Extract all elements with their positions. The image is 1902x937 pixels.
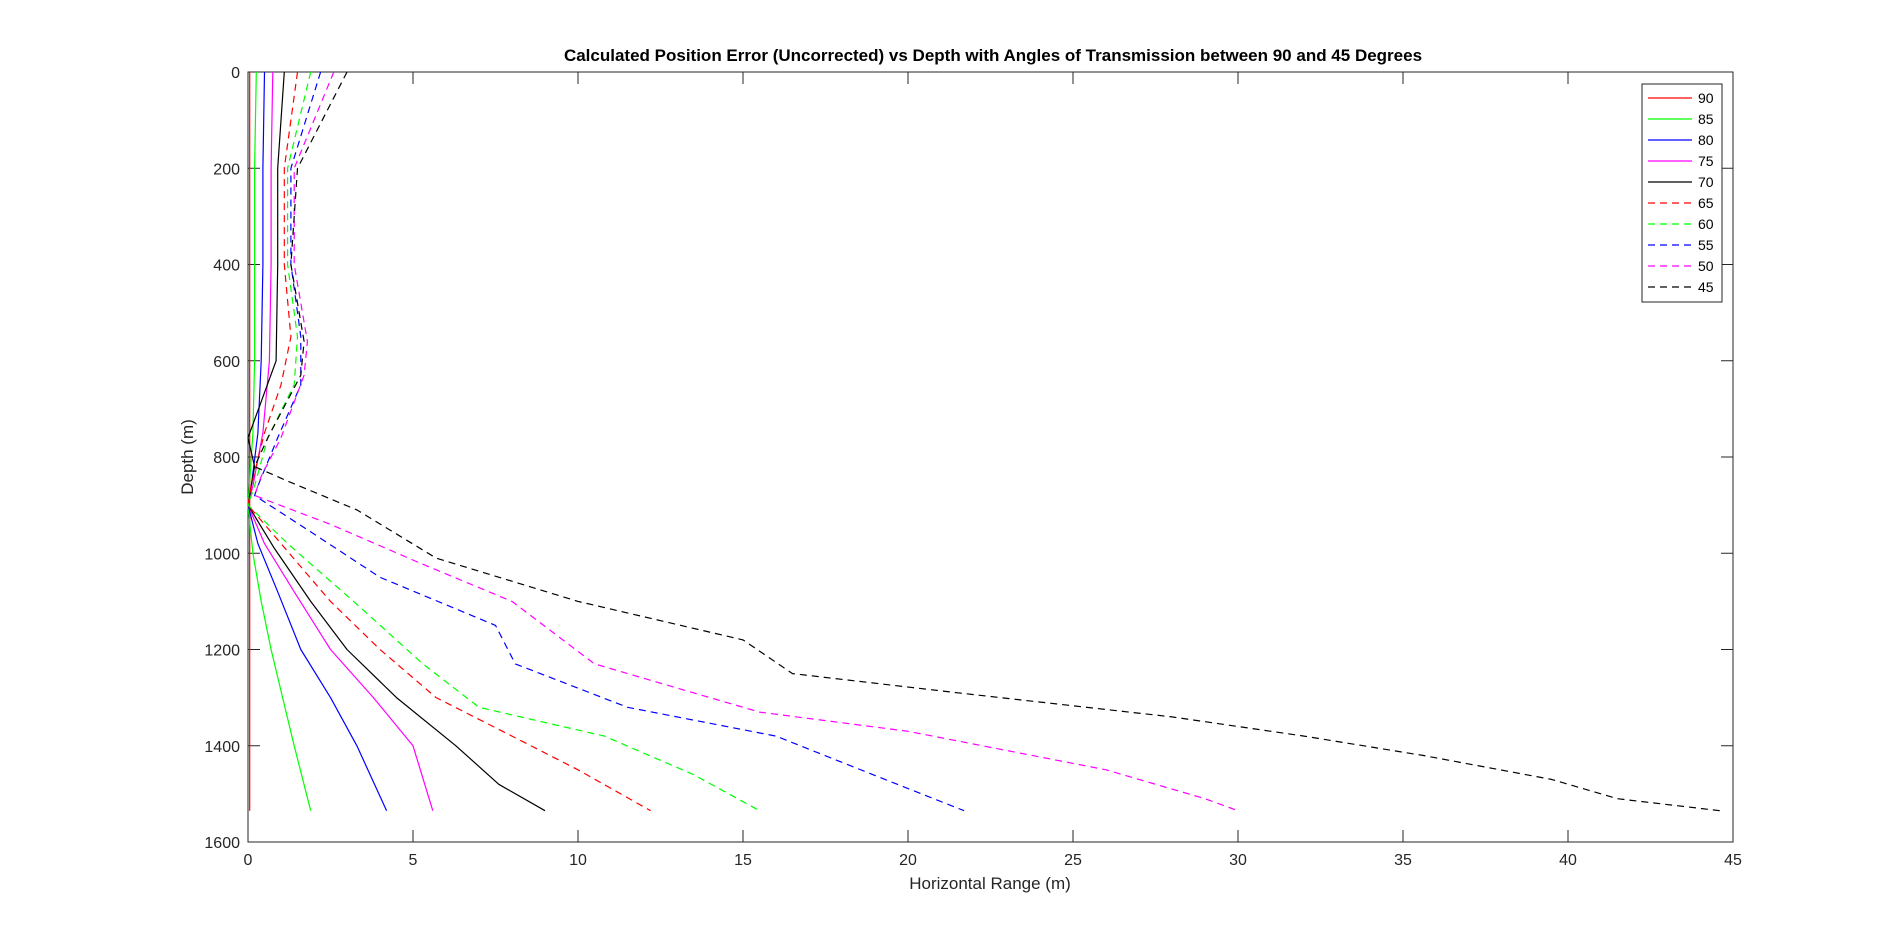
legend: 90 85 80 75 70 65 60 55 50 45	[1641, 83, 1723, 303]
y-axis-label: Depth (m)	[178, 419, 197, 495]
x-tick-label: 10	[569, 852, 587, 869]
x-tick-label: 15	[734, 852, 752, 869]
legend-box	[1641, 83, 1723, 303]
x-tick-label: 35	[1394, 852, 1412, 869]
x-tick-label: 30	[1229, 852, 1247, 869]
series-line-60	[247, 71, 760, 812]
x-tick-label: 40	[1559, 852, 1577, 869]
y-tick-label: 1200	[204, 643, 240, 660]
x-axis-label: Horizontal Range (m)	[909, 874, 1071, 893]
legend-label: 50	[1698, 258, 1714, 274]
series-line-70	[247, 71, 546, 812]
x-tick-label: 25	[1064, 852, 1082, 869]
legend-label: 75	[1698, 153, 1714, 169]
series-lines	[247, 71, 1720, 812]
x-tick-label: 20	[899, 852, 917, 869]
plot-area	[247, 71, 1734, 843]
legend-label: 85	[1698, 111, 1714, 127]
y-tick-label: 1600	[204, 835, 240, 852]
tick-labels: 0 5 10 15 20 25 30 35 40 45 0 200 400 600 800 1000 1200 1…	[204, 65, 1742, 869]
y-tick-label: 1400	[204, 739, 240, 756]
legend-label: 65	[1698, 195, 1714, 211]
y-tick-label: 0	[231, 65, 240, 82]
y-tick-label: 400	[213, 258, 240, 275]
legend-label: 70	[1698, 174, 1714, 190]
x-tick-label: 45	[1724, 852, 1742, 869]
legend-label: 90	[1698, 90, 1714, 106]
series-line-65	[247, 71, 651, 812]
chart-title: Calculated Position Error (Uncorrected) …	[564, 46, 1422, 65]
legend-label: 45	[1698, 279, 1714, 295]
legend-label: 80	[1698, 132, 1714, 148]
x-tick-label: 5	[409, 852, 418, 869]
y-tick-label: 800	[213, 450, 240, 467]
series-line-55	[254, 71, 965, 812]
series-line-45	[254, 71, 1720, 812]
y-tick-label: 600	[213, 354, 240, 371]
series-line-50	[254, 71, 1239, 812]
legend-label: 60	[1698, 216, 1714, 232]
x-tick-label: 0	[244, 852, 253, 869]
y-tick-label: 200	[213, 161, 240, 178]
legend-label: 55	[1698, 237, 1714, 253]
y-tick-label: 1000	[204, 546, 240, 563]
